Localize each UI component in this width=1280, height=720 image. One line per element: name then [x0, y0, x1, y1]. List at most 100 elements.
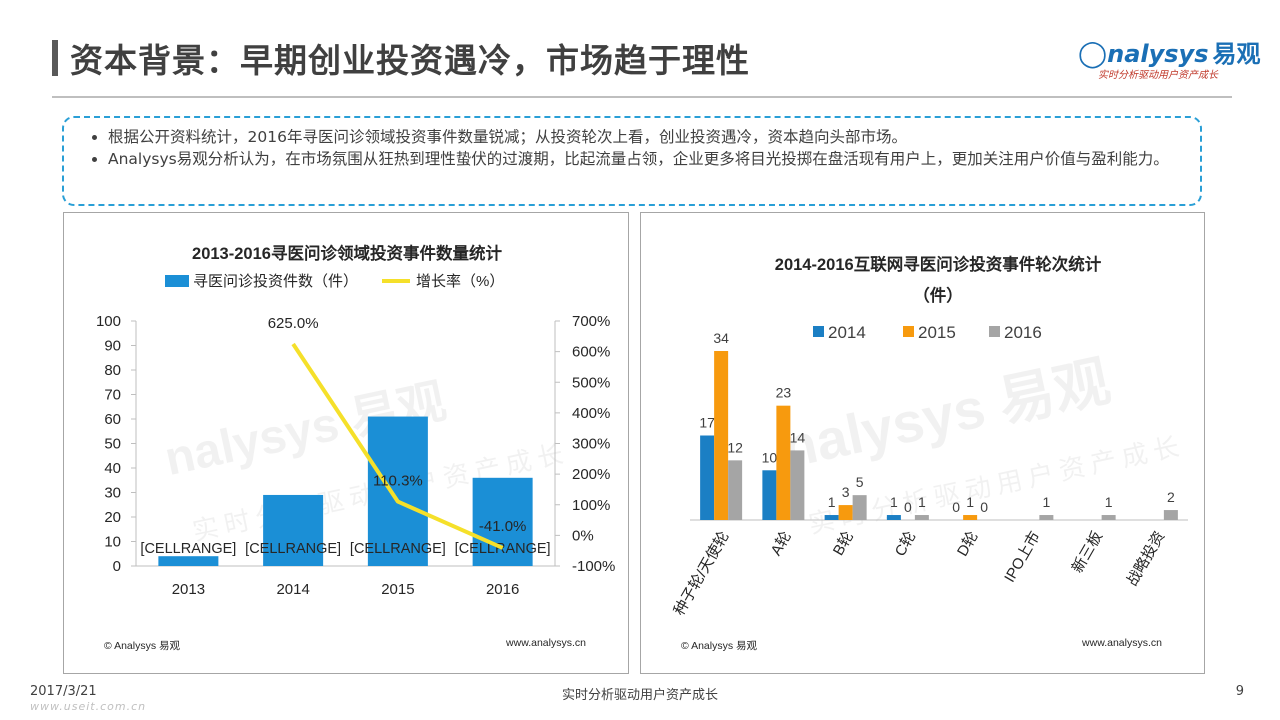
legend-label: 2015	[918, 323, 956, 342]
bar-data-label: 1	[966, 494, 974, 510]
y-tick-label-left: 70	[104, 387, 121, 404]
y-tick-label-right: -100%	[572, 558, 615, 575]
y-tick-label-right: 0%	[572, 527, 594, 544]
bar	[963, 515, 978, 520]
legend-label: 2014	[828, 323, 866, 342]
title-accent-bar	[52, 40, 58, 76]
legend-label-bars: 寻医问诊投资件数（件）	[193, 273, 358, 290]
summary-bullet: 根据公开资料统计，2016年寻医问诊领域投资事件数量锐减；从投资轮次上看，创业投…	[108, 126, 1180, 148]
chart-panel-investment-rounds: nalysys 易观 实时分析驱动用户资产成长 2014-2016互联网寻医问诊投资…	[640, 212, 1205, 674]
legend-swatch	[989, 326, 1000, 337]
y-tick-label-left: 90	[104, 338, 121, 355]
chart-url: www.analysys.cn	[505, 637, 586, 649]
x-tick-label: IPO上市	[1001, 529, 1044, 586]
y-tick-label-left: 30	[104, 485, 121, 502]
logo-slogan: 实时分析驱动用户资产成长	[1098, 70, 1218, 81]
analysys-logo: ◯nalysys 易观 实时分析驱动用户资产成长	[1078, 34, 1260, 84]
x-tick-label: D轮	[954, 529, 982, 560]
y-tick-label-right: 100%	[572, 497, 610, 514]
bar	[838, 505, 853, 520]
bar	[762, 470, 777, 520]
header-divider	[52, 96, 1232, 98]
x-tick-label: 2014	[276, 581, 309, 598]
legend-swatch-bars	[165, 275, 189, 287]
bar	[728, 460, 743, 520]
chart-subtitle: （件）	[913, 285, 963, 305]
bar-data-label: 1	[1042, 494, 1050, 510]
chart-url: www.analysys.cn	[1081, 637, 1162, 649]
y-tick-label-left: 100	[96, 313, 121, 330]
bar	[700, 435, 715, 520]
bar-data-label: 1	[890, 494, 898, 510]
line-data-label: -41.0%	[479, 518, 527, 535]
page-number: 9	[1235, 684, 1244, 699]
page-title: 资本背景：早期创业投资遇冷，市场趋于理性	[70, 41, 750, 80]
bar-data-label: [CELLRANGE]	[455, 541, 551, 557]
chart-title: 2013-2016寻医问诊领域投资事件数量统计	[192, 243, 502, 263]
chart-source: © Analysys 易观	[104, 640, 181, 652]
y-tick-label-left: 20	[104, 509, 121, 526]
bar	[1163, 510, 1178, 520]
bar-data-label: [CELLRANGE]	[245, 541, 341, 557]
bar	[776, 405, 791, 520]
bar-data-label: 1	[918, 494, 926, 510]
x-tick-label: 2013	[172, 581, 205, 598]
bar-data-label: [CELLRANGE]	[140, 541, 236, 557]
bar	[790, 450, 805, 520]
x-tick-label: A轮	[768, 529, 795, 559]
y-tick-label-left: 40	[104, 460, 121, 477]
line-data-label: 625.0%	[268, 315, 319, 332]
bar-data-label: 0	[952, 499, 960, 515]
bar-data-label: 5	[856, 474, 864, 490]
bar	[158, 556, 219, 566]
bar-data-label: 0	[904, 499, 912, 515]
investment-rounds-chart: nalysys 易观实时分析驱动用户资产成长2014-2016互联网寻医问诊投资…	[671, 254, 1188, 652]
y-tick-label-left: 80	[104, 362, 121, 379]
legend-swatch	[813, 326, 824, 337]
bar	[852, 495, 867, 520]
y-tick-label-right: 300%	[572, 436, 610, 453]
bar-data-label: 3	[842, 484, 850, 500]
bar	[1039, 515, 1054, 520]
investment-count-chart: nalysys 易观实时分析驱动用户资产成长2013-2016寻医问诊领域投资事…	[96, 243, 615, 652]
bar	[1101, 515, 1116, 520]
y-tick-label-right: 600%	[572, 344, 610, 361]
chart-panel-investment-count: nalysys 易观实时分析驱动用户资产成长2013-2016寻医问诊领域投资事…	[63, 212, 629, 674]
logo-text: ◯nalysys 易观	[1078, 34, 1260, 69]
y-tick-label-left: 0	[113, 558, 121, 575]
x-tick-label: 新三板	[1068, 528, 1106, 576]
bar	[263, 494, 324, 566]
y-tick-label-right: 400%	[572, 405, 610, 422]
x-tick-label: C轮	[892, 529, 920, 560]
y-tick-label-left: 50	[104, 436, 121, 453]
bar-data-label: 1	[828, 494, 836, 510]
bar-data-label: 17	[699, 415, 715, 431]
y-tick-label-right: 500%	[572, 374, 610, 391]
bar	[886, 515, 901, 520]
logo-swoosh-icon: ◯	[1078, 39, 1108, 69]
line-data-label: 110.3%	[373, 473, 423, 490]
growth-rate-line	[291, 342, 504, 550]
x-tick-label: 2016	[486, 581, 519, 598]
bar-data-label: 0	[980, 499, 988, 515]
chart-source: © Analysys 易观	[681, 640, 758, 652]
bar-data-label: 10	[762, 449, 778, 465]
bar	[914, 515, 929, 520]
bar	[367, 416, 428, 566]
bar	[824, 515, 839, 520]
footer-url: www.useit.com.cn	[30, 700, 147, 713]
bar-data-label: 14	[790, 429, 806, 445]
bar-data-label: 34	[713, 330, 729, 346]
bar-data-label: 23	[776, 385, 792, 401]
bar	[714, 351, 729, 520]
bar-data-label: [CELLRANGE]	[350, 541, 446, 557]
x-tick-label: 种子轮/天使轮	[671, 529, 733, 619]
bar-data-label: 2	[1167, 489, 1175, 505]
bar-data-label: 1	[1105, 494, 1113, 510]
legend-swatch	[903, 326, 914, 337]
y-tick-label-right: 700%	[572, 313, 610, 330]
summary-bullet: Analysys易观分析认为，在市场氛围从狂热到理性蛰伏的过渡期，比起流量占领，…	[108, 148, 1180, 170]
y-tick-label-right: 200%	[572, 466, 610, 483]
legend-label: 2016	[1004, 323, 1042, 342]
logo-cn: 易观	[1212, 40, 1261, 68]
